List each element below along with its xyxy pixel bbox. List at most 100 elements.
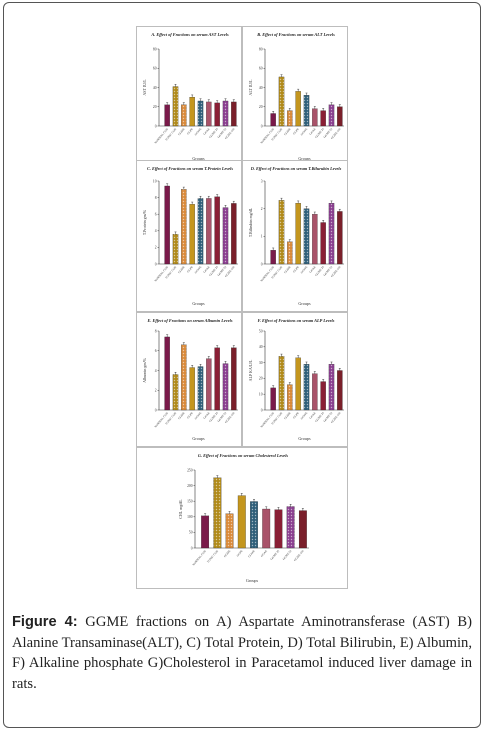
x-tick-label: GGPE bbox=[186, 411, 194, 420]
bar bbox=[214, 102, 220, 127]
bar bbox=[225, 513, 234, 549]
bar bbox=[287, 384, 293, 411]
chart-f: F. Effect of Fractions on serum ALP Leve… bbox=[248, 318, 344, 441]
y-tick-label: 100 bbox=[187, 515, 193, 519]
bar bbox=[189, 97, 195, 127]
x-axis-label: Groups bbox=[298, 436, 311, 441]
bar bbox=[189, 204, 195, 265]
x-tick-label: GGME 50 bbox=[216, 127, 227, 139]
x-tick-label: NORMAL CON bbox=[191, 548, 207, 566]
bar bbox=[231, 101, 237, 127]
caption-text: GGME fractions on A) Aspartate Aminotran… bbox=[12, 614, 473, 692]
x-tick-label: GGME 50 bbox=[216, 265, 227, 277]
y-tick-label: 80 bbox=[153, 47, 157, 51]
x-tick-label: GGME 25 bbox=[314, 127, 325, 139]
bar bbox=[231, 347, 237, 411]
bar bbox=[231, 203, 237, 265]
bar bbox=[270, 387, 276, 411]
bar bbox=[250, 501, 258, 549]
bar bbox=[320, 110, 326, 127]
chart-panel-b: B. Effect of Fractions on serum ALT Leve… bbox=[242, 26, 348, 167]
bar bbox=[214, 347, 220, 411]
y-axis-label: T.Bilirubin mg/dL bbox=[248, 207, 253, 237]
bar bbox=[295, 357, 301, 411]
x-tick-label: GGME bbox=[177, 265, 186, 274]
y-tick-label: 0 bbox=[261, 124, 263, 128]
x-tick-label: GGME bbox=[177, 411, 186, 420]
y-tick-label: 3 bbox=[261, 179, 263, 183]
chart-a: A. Effect of Fractions on serum AST Leve… bbox=[142, 32, 238, 161]
bar bbox=[278, 356, 285, 411]
x-tick-label: GGME bbox=[177, 127, 186, 136]
y-tick-label: 0 bbox=[261, 408, 263, 412]
bar bbox=[214, 196, 220, 265]
x-axis-label: Groups bbox=[192, 156, 205, 161]
y-tick-label: 20 bbox=[259, 105, 263, 109]
y-axis-label: Albumin gm/% bbox=[142, 357, 147, 382]
x-tick-label: GGME 100 bbox=[293, 549, 305, 562]
bar bbox=[295, 203, 301, 265]
chart-title: C. Effect of Fractions on serum T.Protei… bbox=[147, 166, 233, 171]
y-tick-label: 0 bbox=[191, 546, 193, 550]
x-tick-label: GGAE bbox=[202, 411, 210, 420]
bar bbox=[181, 344, 187, 411]
y-tick-label: 250 bbox=[187, 468, 193, 472]
x-tick-label: GGWE bbox=[300, 411, 309, 420]
x-axis-label: Groups bbox=[298, 301, 311, 306]
x-axis-label: Groups bbox=[246, 578, 259, 583]
y-tick-label: 40 bbox=[259, 86, 263, 90]
bar bbox=[337, 211, 343, 265]
bar bbox=[197, 198, 204, 265]
bar bbox=[337, 370, 343, 411]
bar bbox=[189, 367, 195, 411]
bar bbox=[181, 104, 187, 127]
x-tick-label: GGPE bbox=[186, 265, 194, 274]
y-tick-label: 40 bbox=[259, 345, 263, 349]
bar bbox=[328, 364, 335, 411]
y-axis-label: ALP KA/U/L bbox=[248, 359, 253, 381]
x-tick-label: GGME bbox=[223, 549, 232, 558]
chart-title: F. Effect of Fractions on serum ALP Leve… bbox=[258, 318, 335, 323]
bar bbox=[213, 477, 222, 549]
x-tick-label: TOXIC CON bbox=[206, 548, 220, 563]
x-tick-label: GGME 50 bbox=[216, 411, 227, 423]
bar bbox=[287, 241, 293, 265]
figure-caption: Figure 4: GGME fractions on A) Aspartate… bbox=[12, 612, 472, 694]
bar bbox=[312, 108, 318, 127]
x-tick-label: GGME bbox=[283, 127, 292, 136]
x-tick-label: GGME 25 bbox=[314, 265, 325, 277]
figure-frame bbox=[3, 2, 481, 728]
y-tick-label: 10 bbox=[259, 393, 263, 397]
x-tick-label: GGWE bbox=[194, 411, 203, 420]
y-tick-label: 0 bbox=[155, 124, 157, 128]
bar bbox=[295, 91, 301, 127]
x-tick-label: GGME bbox=[283, 265, 292, 274]
bar bbox=[222, 363, 229, 411]
y-tick-label: 8 bbox=[155, 196, 157, 200]
chart-panel-g: G. Effect of Fractions on serum Choleste… bbox=[136, 447, 348, 589]
y-tick-label: 6 bbox=[155, 349, 157, 353]
chart-d: D. Effect of Fractions on serum T.Biluru… bbox=[248, 166, 344, 306]
bar bbox=[320, 222, 326, 265]
bar bbox=[172, 86, 179, 127]
bar bbox=[164, 336, 170, 411]
x-tick-label: GGME 25 bbox=[314, 411, 325, 423]
caption-label: Figure 4: bbox=[12, 614, 78, 630]
chart-title: E. Effect of Fractions on serum Albumin … bbox=[147, 318, 233, 323]
y-axis-label: T.Protein gm/% bbox=[142, 209, 147, 235]
y-axis-label: AST IU/L bbox=[142, 79, 147, 96]
y-tick-label: 20 bbox=[259, 377, 263, 381]
bar bbox=[312, 214, 318, 265]
x-tick-label: GGME bbox=[283, 411, 292, 420]
chart-title: B. Effect of Fractions on serum ALT Leve… bbox=[256, 32, 335, 37]
x-tick-label: GGPE bbox=[292, 265, 300, 274]
bar bbox=[181, 189, 187, 265]
chart-e: E. Effect of Fractions on serum Albumin … bbox=[142, 318, 238, 441]
x-tick-label: GGAE bbox=[202, 127, 210, 136]
bar bbox=[286, 506, 295, 549]
x-tick-label: GGME 50 bbox=[322, 127, 333, 139]
y-tick-label: 6 bbox=[155, 213, 157, 217]
chart-panel-c: C. Effect of Fractions on serum T.Protei… bbox=[136, 160, 242, 312]
bar bbox=[206, 198, 212, 265]
x-tick-label: GGME 50 bbox=[282, 549, 293, 561]
